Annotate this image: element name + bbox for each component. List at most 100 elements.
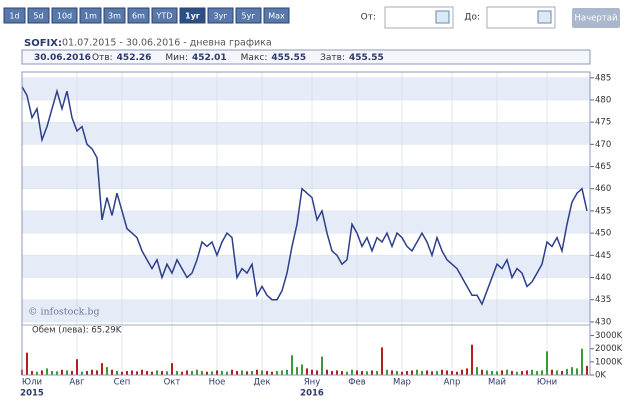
volume-bar — [396, 371, 398, 375]
range-button-label: 6m — [132, 12, 145, 21]
volume-bar — [251, 371, 253, 375]
range-button[interactable] — [3, 7, 26, 24]
calendar-icon[interactable] — [537, 10, 552, 24]
volume-bar — [91, 369, 93, 375]
range-button-label: 3m — [108, 12, 121, 21]
volume-bar — [546, 351, 548, 375]
volume-bar — [391, 370, 393, 375]
year-label: 2016 — [300, 389, 324, 399]
volume-bar — [341, 371, 343, 375]
volume-bar — [106, 367, 108, 375]
range-button[interactable] — [151, 7, 178, 24]
volume-title: Обем (лева): 65.29K — [32, 326, 122, 336]
volume-bar — [236, 371, 238, 375]
volume-bar — [221, 371, 223, 375]
range-button[interactable] — [127, 7, 150, 24]
y-tick-label: 435 — [595, 295, 611, 305]
chart-title: SOFIX: — [24, 38, 62, 49]
volume-bar — [456, 371, 458, 375]
volume-bar — [471, 344, 473, 375]
volume-bar — [411, 370, 413, 375]
range-button[interactable] — [207, 7, 234, 24]
calendar-icon[interactable] — [435, 10, 450, 24]
volume-bar — [551, 369, 553, 375]
volume-bar — [211, 371, 213, 375]
volume-bar — [176, 371, 178, 375]
submit-button[interactable] — [572, 8, 620, 28]
volume-bar — [416, 369, 418, 375]
x-tick-label: Ное — [209, 378, 226, 388]
volume-bar — [246, 371, 248, 375]
y-tick-label: 3000K — [595, 331, 623, 341]
volume-bar — [216, 370, 218, 375]
range-button[interactable] — [235, 7, 262, 24]
volume-bar — [296, 367, 298, 375]
x-tick-label: Апр — [444, 378, 461, 388]
range-button-label: Max — [268, 12, 285, 21]
from-label: От: — [361, 13, 376, 23]
volume-bar — [356, 370, 358, 375]
grid-band — [22, 255, 590, 278]
volume-bar — [481, 369, 483, 375]
volume-bar — [311, 369, 313, 375]
range-button-label: 1d — [9, 12, 19, 21]
x-tick-label: Сеп — [114, 378, 131, 388]
info-value: 452.26 — [117, 53, 152, 63]
y-tick-label: 430 — [595, 317, 611, 327]
volume-bar — [76, 359, 78, 375]
y-tick-label: 440 — [595, 273, 611, 283]
volume-bar — [376, 371, 378, 375]
volume-bar — [136, 371, 138, 375]
info-value: 455.55 — [349, 53, 384, 63]
volume-bar — [111, 369, 113, 375]
volume-bar — [46, 368, 48, 375]
info-date: 30.06.2016 — [34, 53, 91, 63]
volume-bar — [571, 367, 573, 375]
volume-bar — [366, 371, 368, 375]
info-bar — [21, 49, 591, 65]
volume-bar — [516, 371, 518, 375]
volume-bar — [406, 371, 408, 375]
info-label: Мин: — [165, 53, 188, 63]
range-button[interactable] — [103, 7, 126, 24]
y-tick-label: 485 — [595, 73, 611, 83]
volume-bar — [526, 370, 528, 375]
volume-bar — [421, 371, 423, 375]
volume-bar — [386, 369, 388, 375]
grid-band — [22, 166, 590, 189]
volume-bar — [351, 369, 353, 375]
volume-bar — [301, 364, 303, 375]
range-button-label: 5уг — [241, 12, 255, 21]
volume-bar — [576, 368, 578, 375]
info-label: Затв: — [320, 53, 345, 63]
range-button[interactable] — [179, 7, 206, 24]
volume-bar — [291, 355, 293, 375]
range-button-label: 3уг — [213, 12, 227, 21]
volume-bar — [586, 365, 588, 375]
range-button[interactable] — [263, 7, 290, 24]
range-button[interactable] — [51, 7, 78, 24]
range-button[interactable] — [27, 7, 50, 24]
volume-bar — [431, 371, 433, 375]
y-tick-label: 460 — [595, 184, 611, 194]
volume-bar — [61, 369, 63, 375]
plot-frame — [21, 71, 591, 376]
range-button-label: 1уг — [185, 12, 200, 21]
volume-bar — [361, 371, 363, 375]
range-button[interactable] — [79, 7, 102, 24]
volume-bar — [126, 371, 128, 375]
y-tick-label: 0K — [595, 371, 606, 381]
x-tick-label: Авг — [69, 378, 85, 388]
volume-bar — [491, 371, 493, 375]
volume-bar — [226, 371, 228, 375]
volume-bar — [261, 370, 263, 375]
volume-bar — [171, 363, 173, 375]
x-tick-label: Мар — [393, 378, 411, 388]
y-tick-label: 2000K — [595, 344, 623, 354]
volume-bar — [466, 368, 468, 375]
volume-bar — [201, 371, 203, 375]
volume-bar — [286, 369, 288, 375]
y-tick-label: 1000K — [595, 357, 623, 367]
volume-bar — [146, 371, 148, 375]
